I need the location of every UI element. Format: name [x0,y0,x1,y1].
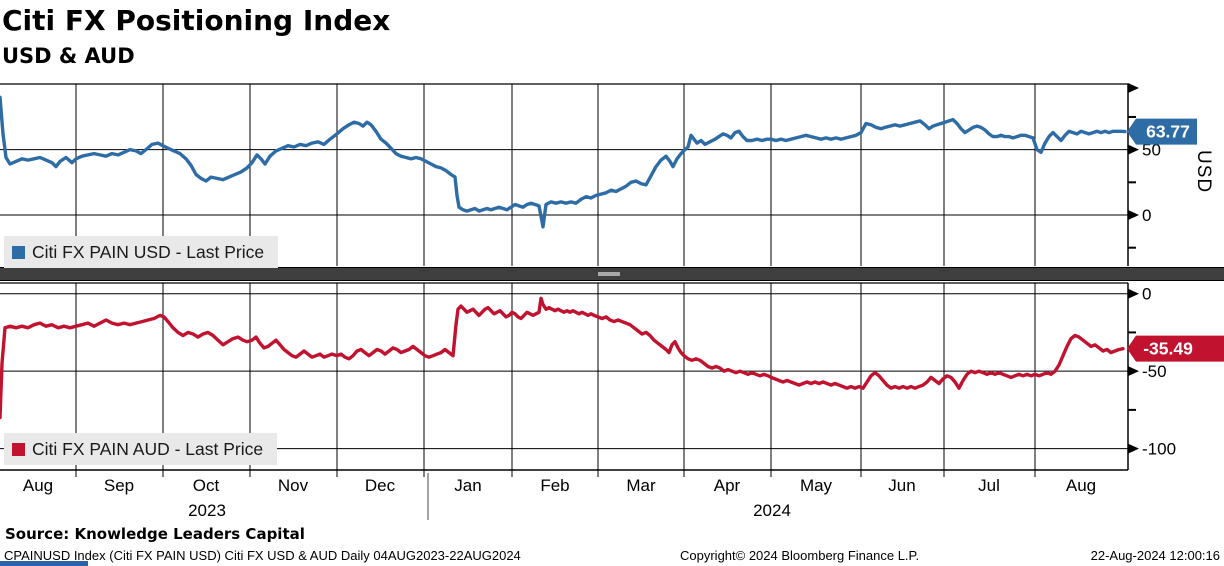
footer-timestamp: 22-Aug-2024 12:00:16 [1090,548,1220,563]
x-axis-year-label: 2023 [188,501,226,520]
usd-price-tag [1127,118,1197,145]
y-axis-tick-label: 50 [1142,141,1161,160]
footer-ticker-line: CPAINUSD Index (Citi FX PAIN USD) Citi F… [4,548,521,563]
aud-price-tag [1127,335,1224,362]
y-axis-tick-label: -50 [1142,362,1167,381]
x-axis-month-label: Feb [540,476,570,495]
x-axis-year-label: 2024 [753,501,791,520]
panel-separator-handle-icon [598,272,620,276]
x-axis-month-label: May [799,476,833,495]
x-axis-month-label: Jan [454,476,482,495]
usd-legend: Citi FX PAIN USD - Last Price [4,236,279,268]
aud-series-line [0,296,1125,420]
x-axis-month-label: Apr [713,476,741,495]
usd-series-line [0,95,1127,229]
y-axis-tick-label: -100 [1142,440,1176,459]
y-axis-tick-label: 0 [1142,285,1151,304]
usd-legend-swatch-icon [12,245,25,259]
y-axis-tick-label: 0 [1142,206,1151,225]
footer-copyright: Copyright© 2024 Bloomberg Finance L.P. [680,548,920,563]
aud-legend-swatch-icon [12,442,25,456]
usd-axis-title: USD [1193,150,1214,194]
x-axis-month-label: Jul [978,476,1000,495]
usd-legend-label: Citi FX PAIN USD - Last Price [32,241,265,262]
x-axis-month-label: Aug [22,476,54,495]
x-axis-month-label: Mar [626,476,656,495]
chart-subtitle: USD & AUD [2,44,135,68]
x-axis-month-label: Nov [277,476,309,495]
x-axis-month-label: Jun [888,476,916,495]
footer-source: Source: Knowledge Leaders Capital [5,525,305,543]
aud-legend: Citi FX PAIN AUD - Last Price [4,433,278,465]
usd-price-tag-label: 63.77 [1146,122,1190,142]
aud-price-tag-label: -35.49 [1143,339,1193,359]
aud-legend-label: Citi FX PAIN AUD - Last Price [32,438,264,459]
x-axis-month-label: Aug [1065,476,1097,495]
x-axis-month-label: Sep [103,476,135,495]
panel-separator [0,267,1224,281]
chart-title: Citi FX Positioning Index [2,4,391,37]
taskbar-corner-strip [0,561,88,566]
x-axis-month-label: Oct [192,476,220,495]
x-axis-month-label: Dec [364,476,396,495]
